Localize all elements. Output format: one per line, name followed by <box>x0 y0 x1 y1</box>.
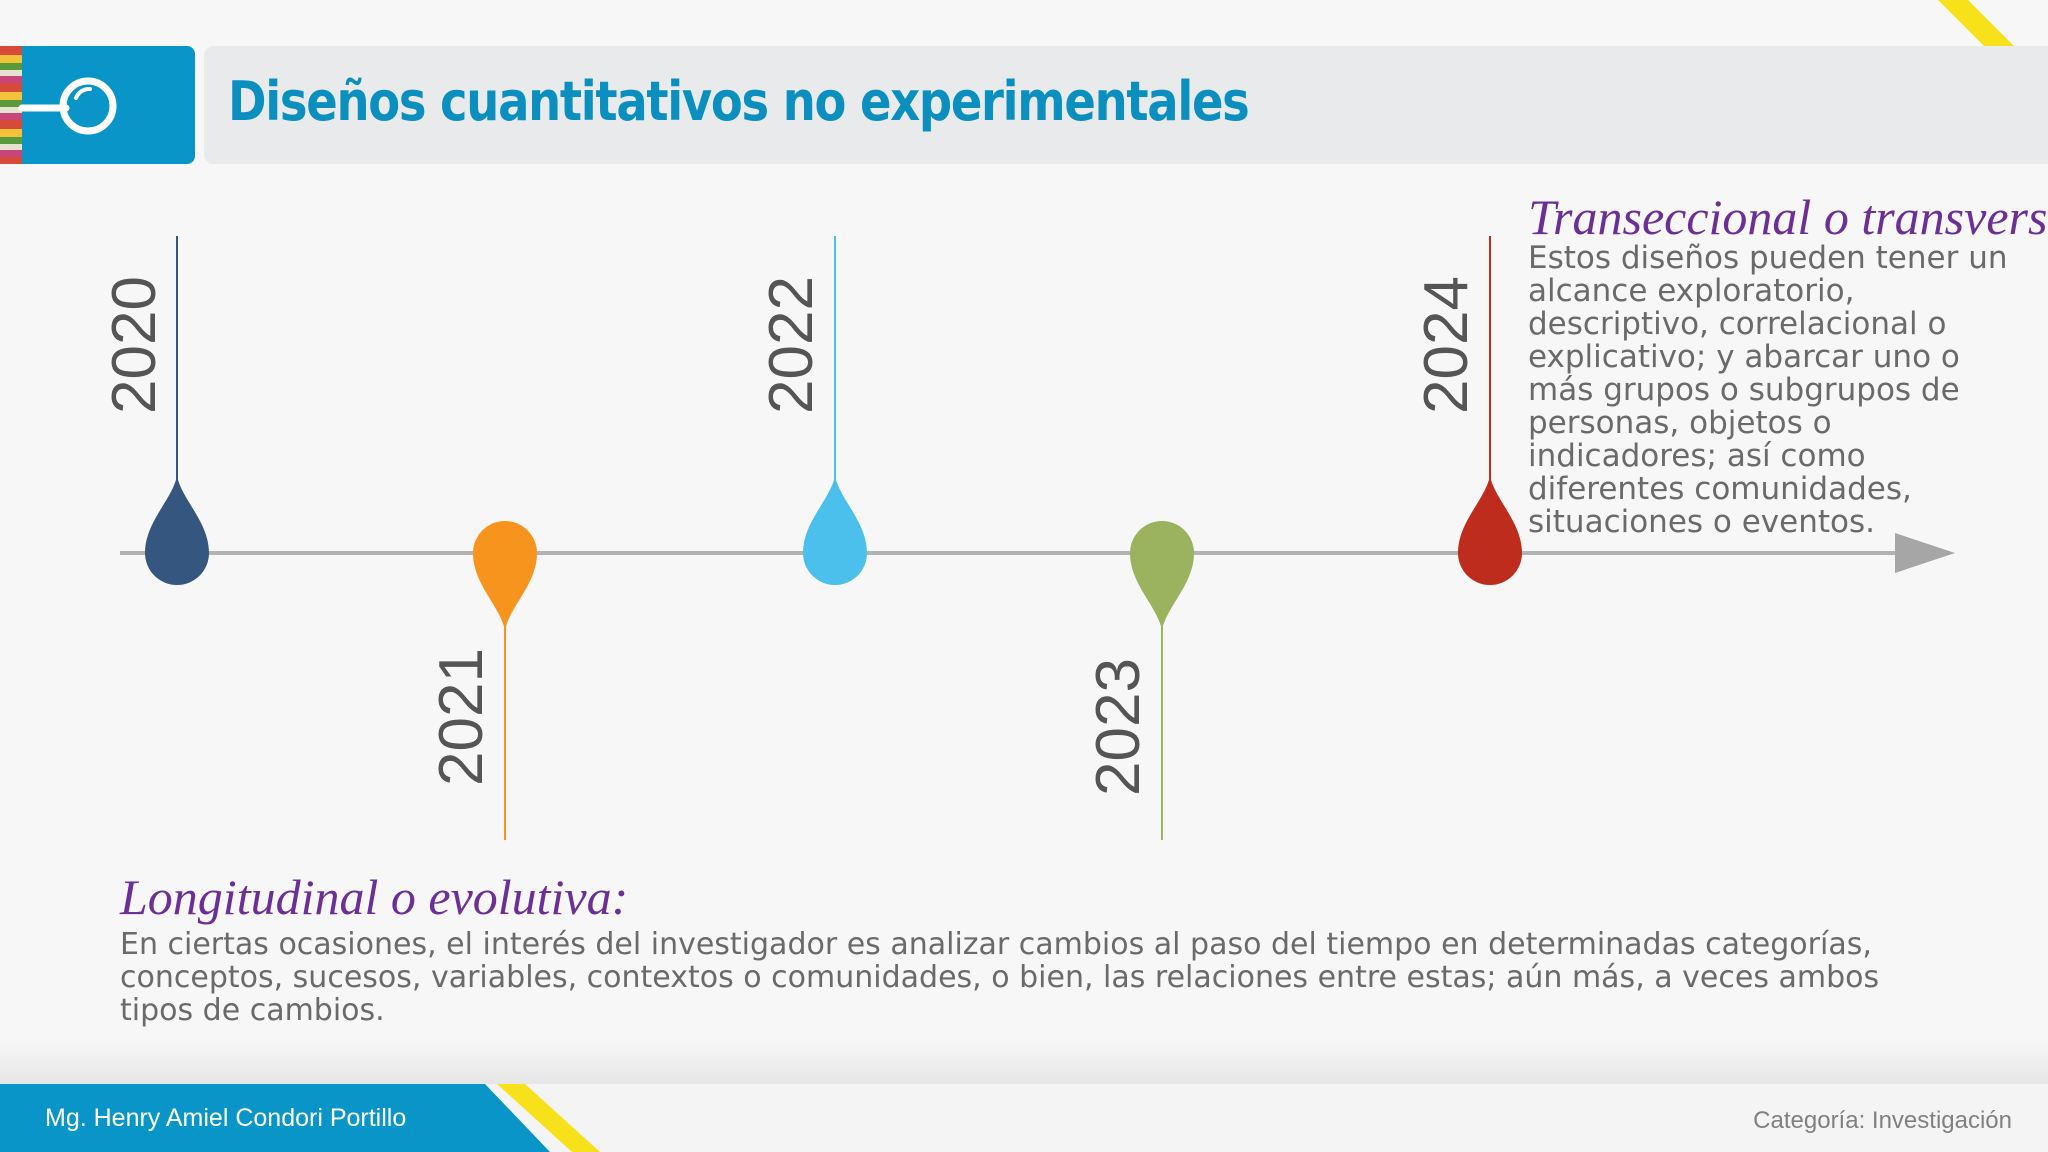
year-2024: 2024 <box>1412 276 1481 414</box>
footer-shadow <box>0 1040 2048 1084</box>
category-label: Categoría: Investigación <box>1753 1107 2012 1134</box>
transversal-line: más grupos o subgrupos de <box>1528 372 1960 408</box>
longitudinal-line: En ciertas ocasiones, el interés del inv… <box>120 927 1872 962</box>
page-title: Diseños cuantitativos no experimentales <box>228 70 1250 133</box>
longitudinal-text: En ciertas ocasiones, el interés del inv… <box>120 928 2000 1027</box>
year-2022: 2022 <box>757 276 826 414</box>
transversal-line: explicativo; y abarcar uno o <box>1528 339 1960 375</box>
transversal-line: indicadores; así como <box>1528 438 1866 474</box>
transversal-text: Estos diseños pueden tener un alcance ex… <box>1528 242 2028 539</box>
year-2020: 2020 <box>100 276 169 414</box>
longitudinal-heading: Longitudinal o evolutiva: <box>120 869 629 925</box>
transversal-line: situaciones o eventos. <box>1528 504 1875 540</box>
transversal-heading: Transeccional o transversal: <box>1528 189 2048 245</box>
longitudinal-line: tipos de cambios. <box>120 993 385 1028</box>
footer-ribbon <box>0 1084 600 1152</box>
books-image <box>0 46 22 164</box>
longitudinal-line: conceptos, sucesos, variables, contextos… <box>120 960 1880 995</box>
transversal-line: personas, objetos o <box>1528 405 1832 441</box>
search-icon <box>18 77 117 135</box>
transversal-line: diferentes comunidades, <box>1528 471 1912 507</box>
marker-drop-2024 <box>1458 476 1522 585</box>
author-name: Mg. Henry Amiel Condori Portillo <box>45 1104 407 1132</box>
year-2023: 2023 <box>1084 658 1153 796</box>
marker-drop-2021 <box>473 521 537 630</box>
transversal-line: Estos diseños pueden tener un <box>1528 240 2008 276</box>
transversal-line: alcance exploratorio, <box>1528 273 1855 309</box>
marker-drop-2022 <box>803 476 867 585</box>
corner-stripe <box>1938 0 2016 48</box>
transversal-line: descriptivo, correlacional o <box>1528 306 1947 342</box>
title-bar <box>204 46 2048 164</box>
marker-drop-2020 <box>145 476 209 585</box>
marker-drop-2023 <box>1130 521 1194 630</box>
timeline-arrow-icon <box>1895 533 1955 573</box>
year-2021: 2021 <box>427 648 496 786</box>
